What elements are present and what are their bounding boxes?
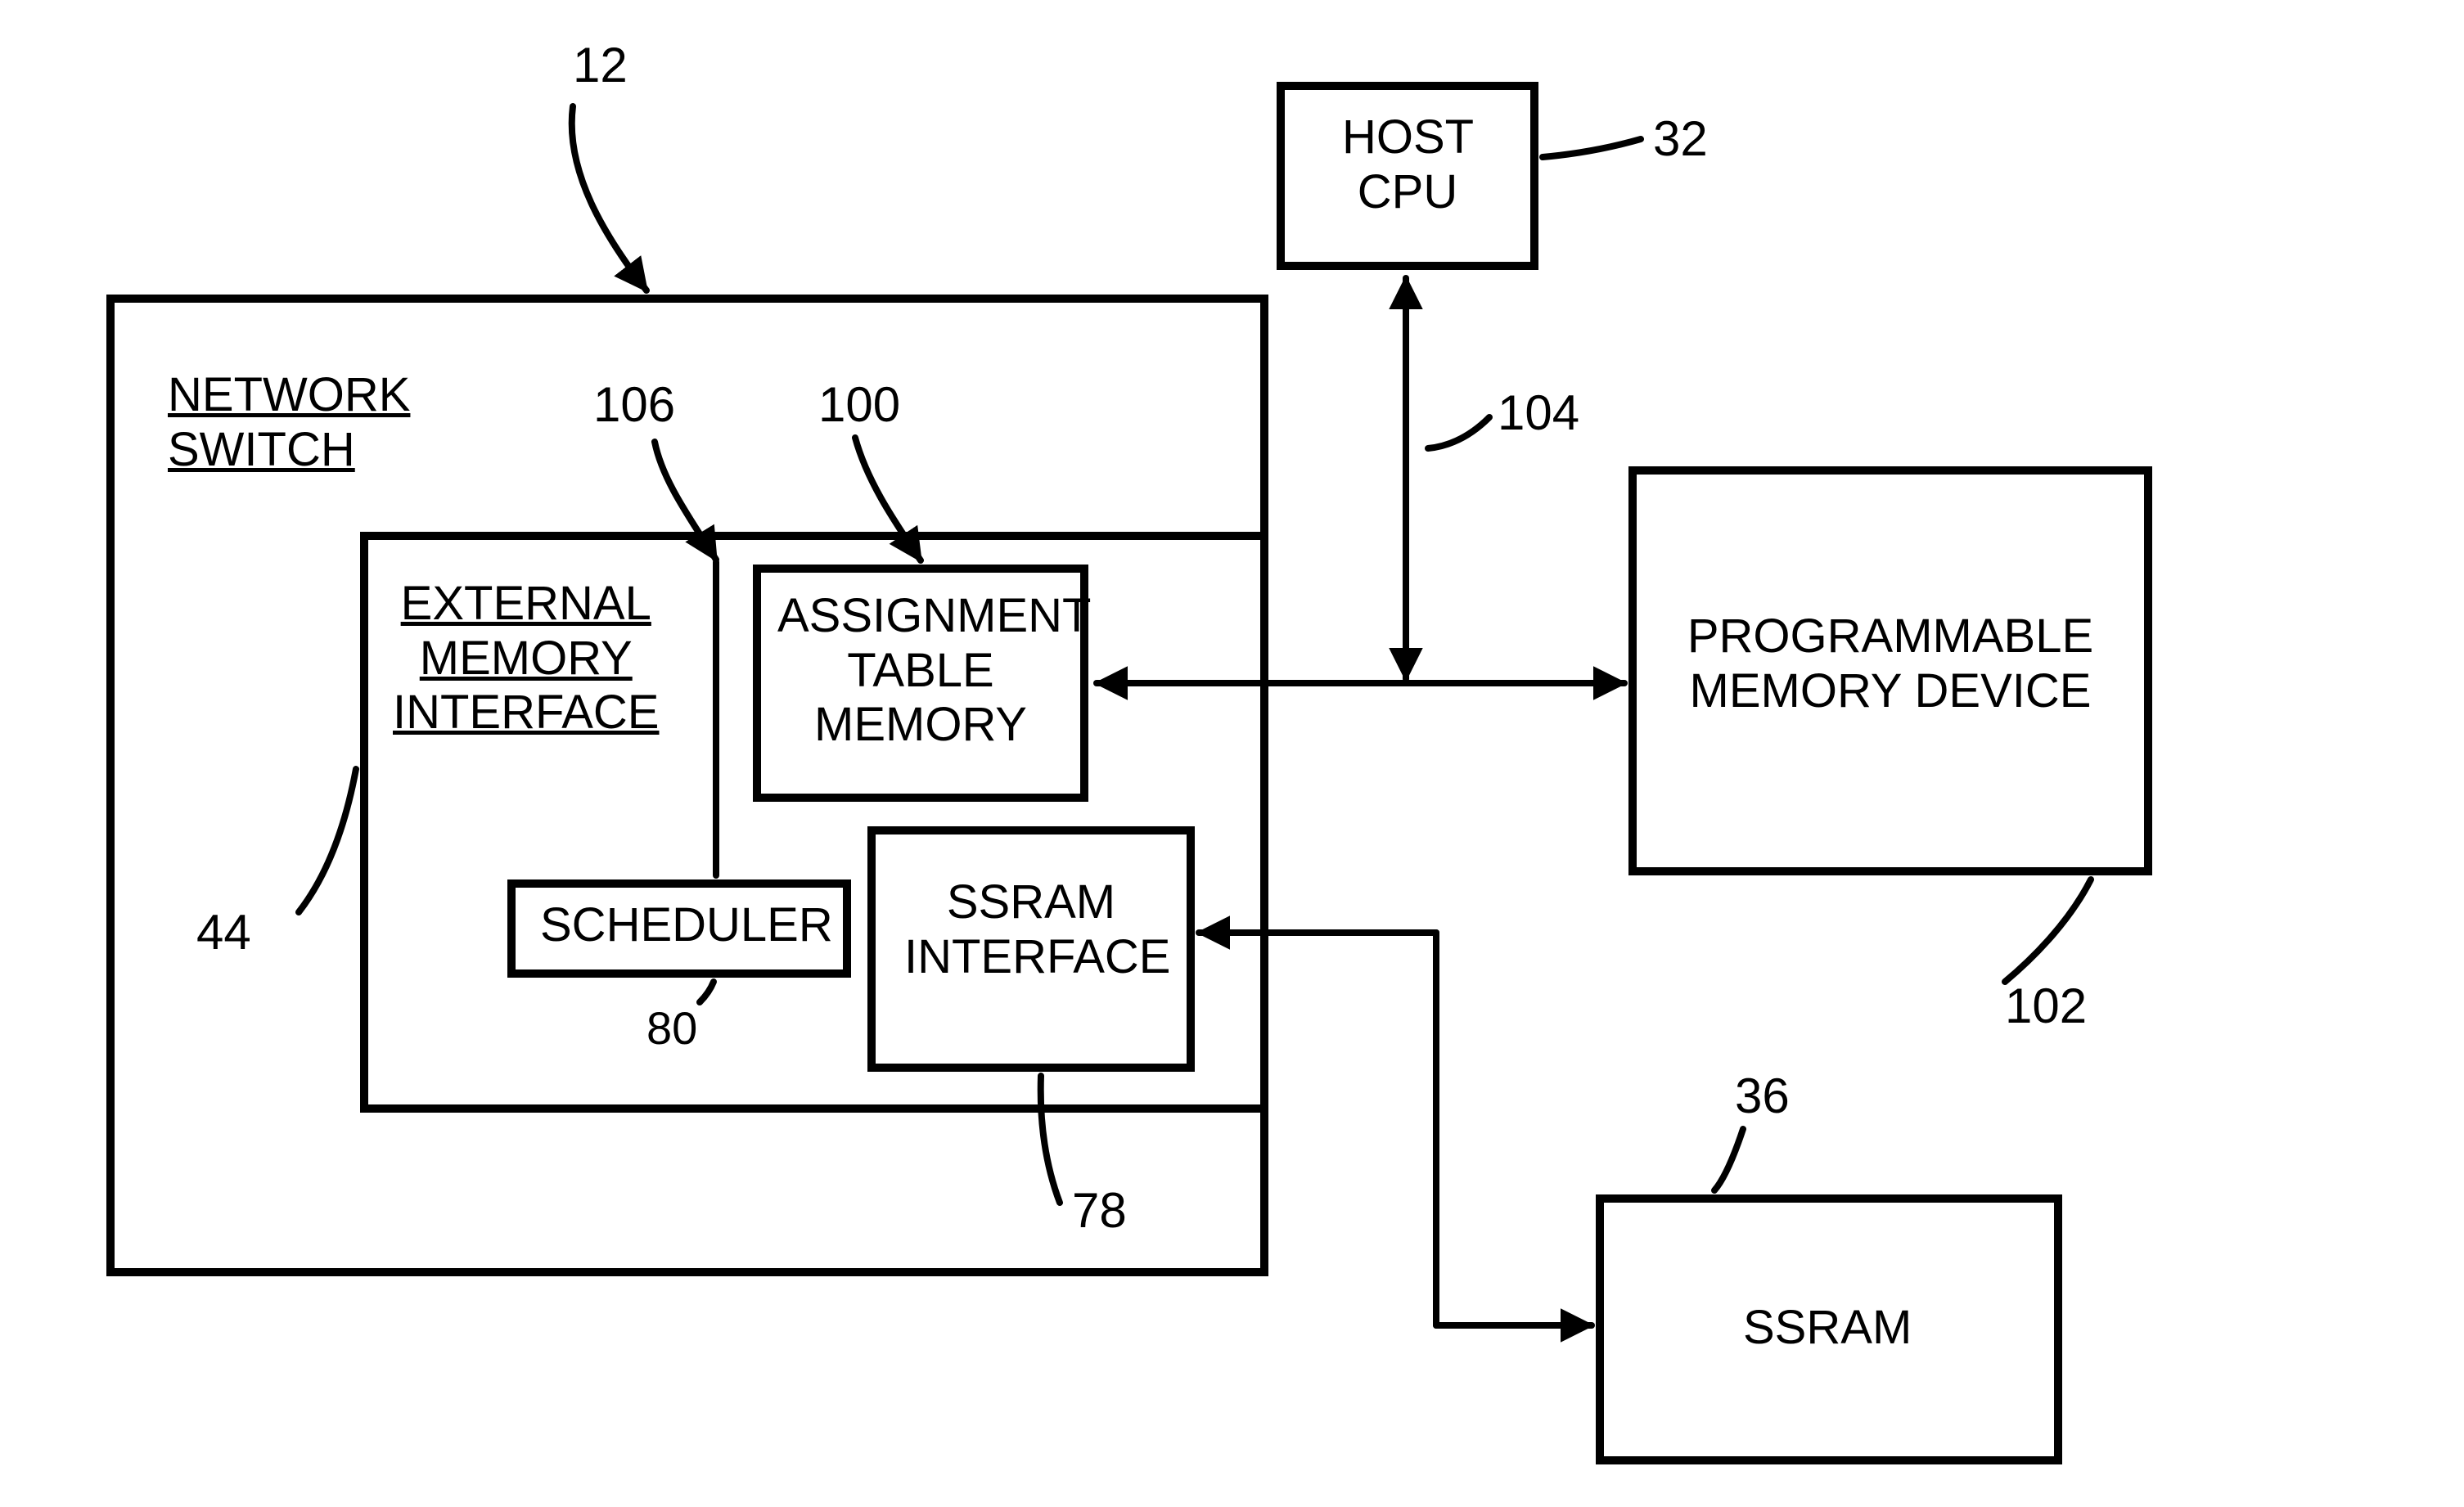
- edge-e-36-to-ssram: [1714, 1129, 1743, 1190]
- label-ssram: SSRAM: [1743, 1301, 1912, 1356]
- edge-e-32-to-host: [1543, 139, 1641, 157]
- ref-12: 12: [573, 37, 628, 93]
- ref-104: 104: [1498, 385, 1579, 441]
- label-scheduler: SCHEDULER: [540, 898, 833, 953]
- edge-e-102-to-progmem: [2005, 879, 2091, 982]
- label-external-memory-interface: EXTERNALMEMORYINTERFACE: [393, 577, 660, 740]
- label-host-cpu: HOSTCPU: [1342, 110, 1473, 219]
- ref-32: 32: [1653, 110, 1708, 167]
- label-ssram-interface: SSRAMINTERFACE: [904, 875, 1158, 984]
- ref-36: 36: [1735, 1068, 1790, 1124]
- edge-e-12-to-switch: [572, 106, 646, 290]
- ref-80: 80: [646, 1002, 697, 1055]
- label-assignment-table-memory: ASSIGNMENTTABLEMEMORY: [777, 589, 1064, 753]
- label-programmable-memory-device: PROGRAMMABLEMEMORY DEVICE: [1686, 610, 2095, 718]
- ref-102: 102: [2005, 978, 2087, 1034]
- label-network-switch: NETWORKSWITCH: [168, 368, 410, 477]
- ref-100: 100: [818, 376, 900, 433]
- ref-44: 44: [196, 904, 251, 960]
- diagram-stage: NETWORKSWITCH EXTERNALMEMORYINTERFACE AS…: [0, 0, 2464, 1507]
- ref-106: 106: [593, 376, 675, 433]
- edge-e-104-to-bus: [1428, 417, 1489, 448]
- ref-78: 78: [1072, 1182, 1127, 1239]
